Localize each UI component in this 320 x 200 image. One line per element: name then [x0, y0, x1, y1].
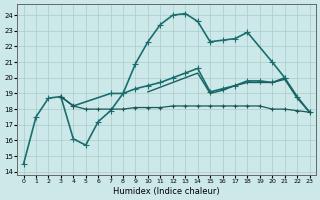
- X-axis label: Humidex (Indice chaleur): Humidex (Indice chaleur): [113, 187, 220, 196]
